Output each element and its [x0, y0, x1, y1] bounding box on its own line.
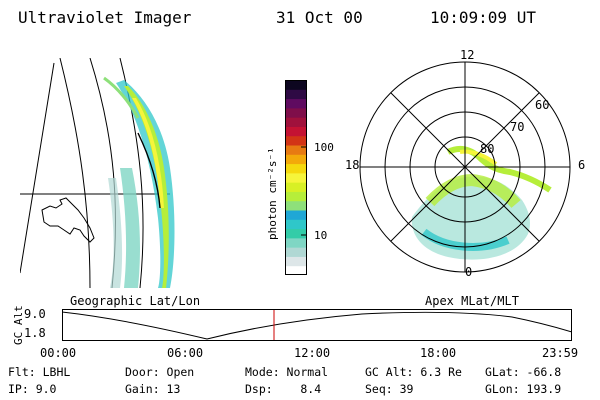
- info-flt: Flt: LBHL: [8, 365, 71, 379]
- info-gain: Gain: 13: [125, 382, 181, 396]
- timeline-x-tick-0600: 06:00: [167, 346, 204, 360]
- colorbar: [285, 80, 307, 275]
- right-panel-label: Apex MLat/MLT: [425, 294, 519, 308]
- polar-plot: [359, 61, 571, 273]
- info-seq: Seq: 39: [365, 382, 414, 396]
- left-panel-label: Geographic Lat/Lon: [70, 294, 201, 308]
- colorbar-swatch: [285, 117, 307, 127]
- colorbar-swatch: [285, 89, 307, 100]
- timeline-plot: [62, 309, 572, 341]
- colorbar-swatch: [285, 80, 307, 90]
- timeline-y-tick-bottom: 1.8: [24, 326, 46, 340]
- mlt-label-18: 18: [345, 158, 360, 172]
- geographic-map: [20, 58, 175, 288]
- colorbar-swatch: [285, 182, 307, 192]
- lat-label-70: 70: [510, 120, 525, 134]
- colorbar-swatch: [285, 247, 307, 257]
- colorbar-swatch: [285, 145, 307, 155]
- colorbar-swatch: [285, 135, 307, 146]
- info-glat: GLat: -66.8: [485, 365, 562, 379]
- colorbar-swatch: [285, 172, 307, 183]
- instrument-title: Ultraviolet Imager: [18, 8, 192, 27]
- colorbar-swatch: [285, 256, 307, 267]
- colorbar-swatch: [285, 237, 307, 248]
- timeline-x-tick-1200: 12:00: [294, 346, 331, 360]
- timeline-y-tick-top: 9.0: [24, 307, 46, 321]
- info-door: Door: Open: [125, 365, 195, 379]
- mlt-label-0: 0: [465, 265, 473, 279]
- colorbar-swatch: [285, 163, 307, 174]
- lat-label-60: 60: [535, 98, 550, 112]
- timeline-x-tick-0000: 00:00: [40, 346, 77, 360]
- date-label: 31 Oct 00: [276, 8, 363, 27]
- colorbar-unit-label: photon cm⁻²s⁻¹: [266, 147, 279, 240]
- info-dsp: Dsp: 8.4: [245, 382, 322, 396]
- info-ip: IP: 9.0: [8, 382, 57, 396]
- mlt-label-12: 12: [460, 48, 475, 62]
- info-gc-alt: GC Alt: 6.3 Re: [365, 365, 462, 379]
- colorbar-swatch: [285, 98, 307, 109]
- aurora-oval-polar: [411, 145, 552, 260]
- colorbar-swatch: [285, 265, 307, 275]
- colorbar-swatch: [285, 126, 307, 137]
- timeline-x-tick-1800: 18:00: [420, 346, 457, 360]
- colorbar-tick-100: 100: [314, 141, 334, 154]
- polar-grid: [359, 61, 571, 273]
- time-label: 10:09:09 UT: [430, 8, 536, 27]
- coastline: [41, 197, 95, 243]
- lat-label-80: 80: [480, 142, 495, 156]
- colorbar-swatch: [285, 191, 307, 202]
- timeline-x-tick-2359: 23:59: [542, 346, 579, 360]
- colorbar-swatch: [285, 154, 307, 165]
- mlt-label-6: 6: [578, 158, 586, 172]
- colorbar-swatch: [285, 210, 307, 220]
- colorbar-swatch: [285, 107, 307, 118]
- info-glon: GLon: 193.9: [485, 382, 562, 396]
- colorbar-tick-10: 10: [314, 229, 328, 242]
- colorbar-swatch: [285, 200, 307, 211]
- info-mode: Mode: Normal: [245, 365, 329, 379]
- aurora-oval-geographic: [103, 76, 175, 288]
- colorbar-swatch: [285, 219, 307, 230]
- colorbar-swatch: [285, 228, 307, 239]
- colorbar-frame: [285, 80, 307, 275]
- altitude-curve: [62, 311, 572, 340]
- map-graticule: [20, 58, 170, 288]
